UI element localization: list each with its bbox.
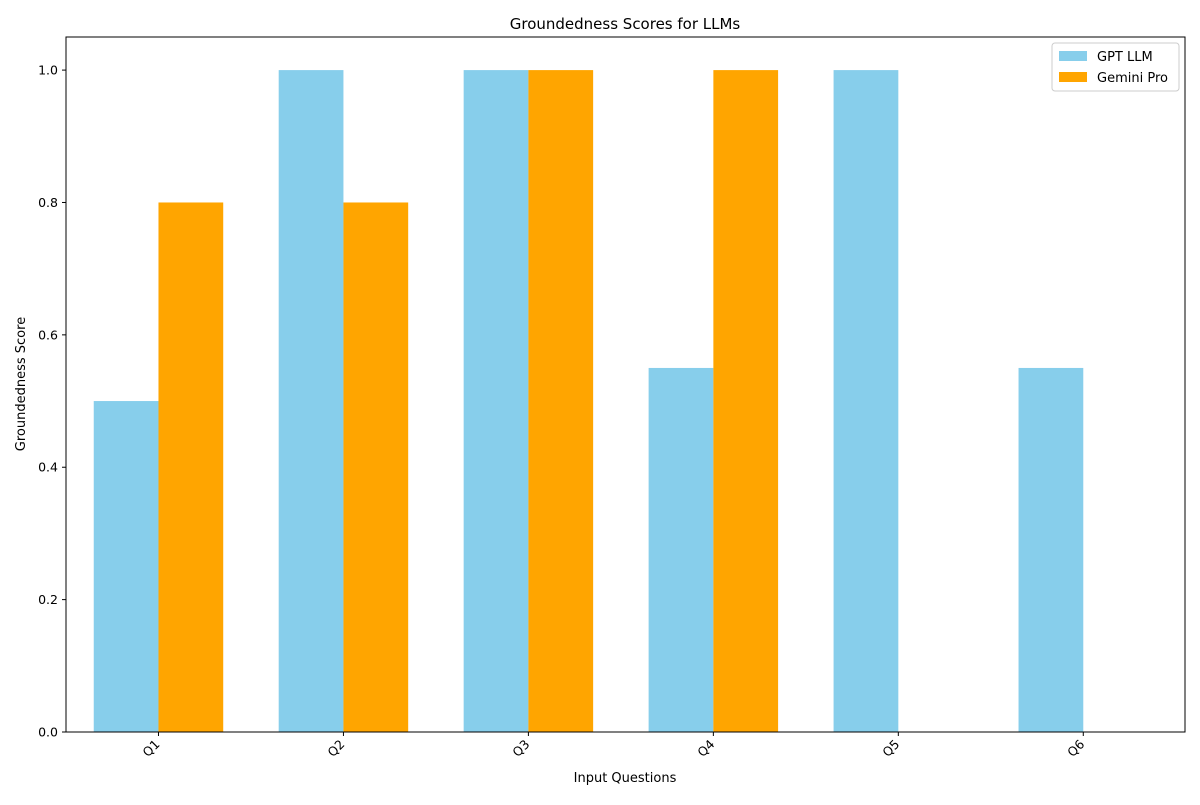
plot-frame <box>65 36 1186 733</box>
y-axis-ticks: 0.0 0.2 0.4 0.6 0.8 1.0 <box>38 63 66 740</box>
y-axis-label: Groundedness Score <box>14 317 29 451</box>
y-tick-label: 0.4 <box>38 460 58 475</box>
bar-gpt-llm-q6 <box>1018 367 1084 732</box>
y-tick-label: 0.6 <box>38 327 58 342</box>
chart-title: Groundedness Scores for LLMs <box>510 15 741 33</box>
bar-gemini-pro-q3 <box>528 70 594 733</box>
y-tick-label: 0.2 <box>38 592 58 607</box>
legend-label: GPT LLM <box>1097 50 1153 65</box>
x-tick-label: Q5 <box>879 737 902 760</box>
bars-layer <box>93 70 1084 733</box>
bar-gpt-llm-q2 <box>278 70 344 733</box>
x-axis-ticks: Q1 Q2 Q3 Q4 Q5 Q6 <box>139 732 1087 760</box>
x-tick-label: Q6 <box>1064 736 1087 759</box>
y-tick-label: 1.0 <box>38 63 58 78</box>
legend-label: Gemini Pro <box>1097 71 1168 86</box>
bar-gemini-pro-q1 <box>158 202 224 733</box>
y-tick-label: 0.8 <box>38 195 58 210</box>
legend-swatch <box>1059 72 1087 82</box>
x-tick-label: Q3 <box>509 737 532 760</box>
bar-gpt-llm-q1 <box>93 401 159 732</box>
bar-gemini-pro-q4 <box>713 70 779 733</box>
bar-gemini-pro-q2 <box>343 202 409 733</box>
legend: GPT LLM Gemini Pro <box>1051 42 1180 92</box>
bar-gpt-llm-q3 <box>463 70 529 733</box>
bar-gpt-llm-q5 <box>833 70 899 733</box>
legend-swatch <box>1059 51 1087 61</box>
x-tick-label: Q1 <box>139 737 162 760</box>
bar-gpt-llm-q4 <box>648 367 714 732</box>
x-tick-label: Q2 <box>324 737 347 760</box>
x-tick-label: Q4 <box>694 736 717 759</box>
x-axis-label: Input Questions <box>574 771 677 786</box>
axes-layer <box>65 36 1186 733</box>
y-tick-label: 0.0 <box>38 725 58 740</box>
